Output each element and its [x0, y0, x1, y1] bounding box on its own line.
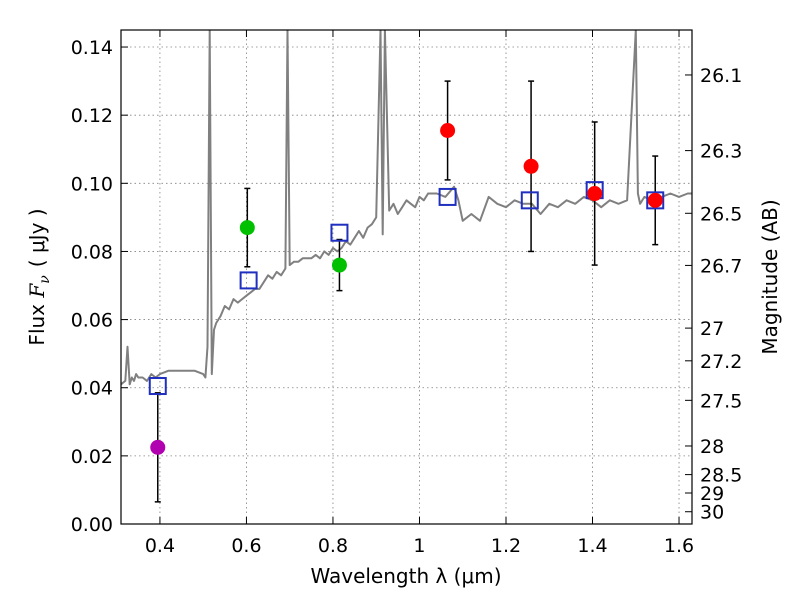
- y-axis-label-subscript: ν: [37, 275, 53, 284]
- magnitude-tick-label: 28.5: [700, 465, 742, 487]
- plot-area: [121, 30, 692, 524]
- model-point: [520, 191, 539, 210]
- magnitude-tick-label: 28: [700, 436, 724, 458]
- data-layer: [121, 30, 692, 503]
- y-axis-label-units: ( μJy ): [25, 208, 49, 267]
- observed-point: [331, 257, 347, 273]
- plot-frame: [120, 29, 693, 525]
- model-point: [646, 191, 665, 210]
- magnitude-tick-label: 26.1: [700, 65, 742, 87]
- y-axis-label-prefix: Flux: [25, 298, 49, 346]
- y-tick-label: 0.04: [71, 378, 113, 400]
- observed-point: [647, 192, 663, 208]
- y-axis-label: Flux Fν ( μJy ): [25, 208, 53, 345]
- observed-point: [523, 158, 539, 174]
- magnitude-tick-label: 26.3: [700, 141, 742, 163]
- x-tick-label: 0.4: [145, 535, 175, 557]
- model-point: [438, 187, 457, 206]
- x-tick-label: 0.6: [231, 535, 261, 557]
- observed-point: [440, 123, 456, 139]
- observed-point: [587, 186, 603, 202]
- y-tick-label: 0.00: [71, 514, 113, 536]
- magnitude-tick-label: 29: [700, 483, 724, 505]
- magnitude-tick-label: 26.5: [700, 203, 742, 225]
- y-tick-label: 0.12: [71, 105, 113, 127]
- y-tick-label: 0.08: [71, 241, 113, 263]
- magnitude-tick-label: 27.5: [700, 390, 742, 412]
- x-tick-label: 1.4: [577, 535, 607, 557]
- model-point: [330, 223, 349, 242]
- magnitude-tick-label: 30: [700, 502, 724, 524]
- magnitude-axis-label: Magnitude (AB): [758, 199, 782, 354]
- y-tick-label: 0.14: [71, 37, 113, 59]
- x-tick-label: 1.2: [491, 535, 521, 557]
- x-axis-label: Wavelength λ (μm): [310, 564, 501, 588]
- x-tick-label: 1: [413, 535, 425, 557]
- observed-point: [239, 220, 255, 236]
- y-axis-label-symbol: F: [25, 283, 49, 299]
- magnitude-tick-label: 27: [700, 318, 724, 340]
- y-tick-label: 0.10: [71, 173, 113, 195]
- magnitude-tick-label: 27.2: [700, 351, 742, 373]
- observed-point: [150, 439, 166, 455]
- x-tick-label: 0.8: [318, 535, 348, 557]
- y-tick-label: 0.02: [71, 446, 113, 468]
- axes: 0.4 0.6 0.8 1 1.2 1.4 1.6 0.00 0.02 0.04 0.06 0.08 0…: [71, 30, 742, 557]
- magnitude-tick-label: 26.7: [700, 255, 742, 277]
- model-point: [148, 377, 167, 396]
- y-tick-label: 0.06: [71, 310, 113, 332]
- x-tick-label: 1.6: [664, 535, 694, 557]
- model-point: [239, 271, 258, 290]
